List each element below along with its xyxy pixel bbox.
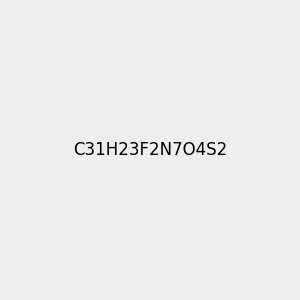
Text: C31H23F2N7O4S2: C31H23F2N7O4S2 [73, 141, 227, 159]
